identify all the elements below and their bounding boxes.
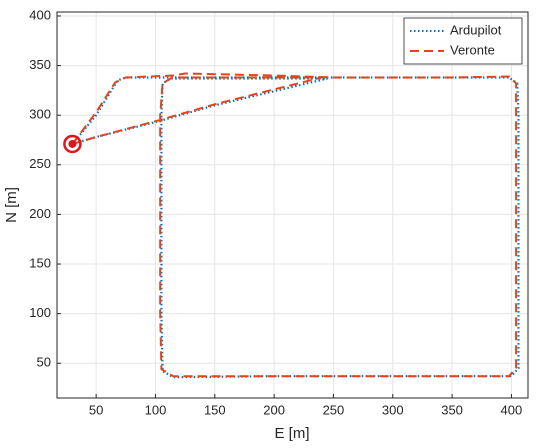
- x-axis-label: E [m]: [274, 425, 309, 442]
- plot-frame: [56, 11, 529, 399]
- home-marker-ring: [63, 134, 82, 154]
- legend-label: Ardupilot: [450, 22, 502, 37]
- series-line: [71, 72, 518, 378]
- y-tick-label: 100: [29, 305, 51, 320]
- y-tick-label: 150: [29, 255, 51, 270]
- x-tick-label: 350: [441, 402, 463, 417]
- legend-label: Veronte: [450, 42, 495, 57]
- x-tick-label: 300: [382, 402, 404, 417]
- x-tick-label: 50: [89, 402, 103, 417]
- y-tick-label: 50: [37, 355, 51, 370]
- x-tick-label: 100: [145, 402, 167, 417]
- x-tick-label: 250: [323, 402, 345, 417]
- legend-box: [403, 17, 523, 65]
- home-marker-dot: [68, 139, 77, 148]
- legend: Ardupilot Veronte: [403, 17, 523, 65]
- y-tick-label: 300: [29, 107, 51, 122]
- x-tick-label: 150: [204, 402, 226, 417]
- y-tick-label: 200: [29, 206, 51, 221]
- y-axis-label: N [m]: [3, 187, 20, 223]
- y-tick-label: 400: [29, 7, 51, 22]
- x-tick-label: 200: [263, 402, 285, 417]
- y-tick-label: 350: [29, 57, 51, 72]
- x-tick-label: 400: [501, 402, 523, 417]
- y-tick-label: 250: [29, 156, 51, 171]
